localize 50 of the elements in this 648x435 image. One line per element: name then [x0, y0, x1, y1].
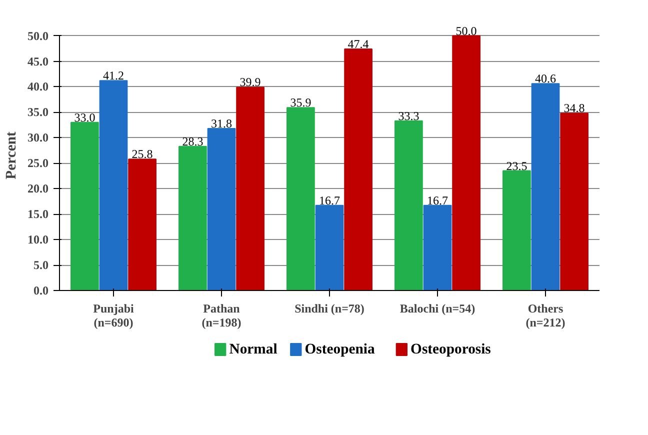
- data-label: 23.5: [506, 158, 528, 173]
- data-label: 41.2: [103, 68, 124, 83]
- y-tick-label: 25.0: [28, 156, 48, 170]
- x-tick-label: Punjabi (n=690): [93, 302, 135, 330]
- data-label: 39.9: [240, 75, 261, 90]
- data-label: 16.7: [319, 193, 340, 208]
- bar: [286, 107, 315, 290]
- bar: [236, 86, 264, 290]
- legend-label: Osteoporosis: [410, 342, 492, 358]
- data-label: 28.3: [182, 134, 204, 148]
- data-label: 31.8: [211, 116, 232, 130]
- bar: [99, 80, 128, 290]
- bar: [423, 204, 452, 290]
- y-tick-label: 10.0: [28, 232, 48, 247]
- bar: [315, 204, 344, 290]
- bar: [70, 122, 99, 290]
- x-tick-label: Sindhi (n=78): [294, 302, 364, 316]
- y-tick-label: 45.0: [28, 54, 48, 68]
- data-label: 47.4: [348, 37, 369, 52]
- y-tick-label: 0.0: [34, 284, 48, 298]
- data-label: 33.0: [74, 110, 96, 124]
- legend-label: Osteopenia: [304, 342, 376, 358]
- x-tick-label: Others (n=212): [526, 302, 566, 330]
- data-label: 25.8: [132, 147, 153, 162]
- y-axis-title: Percent: [4, 132, 20, 180]
- bar: [502, 170, 531, 290]
- legend-label: Normal: [229, 342, 278, 358]
- y-tick-label: 30.0: [28, 130, 48, 145]
- y-tick-label: 20.0: [28, 182, 48, 196]
- bar: [178, 146, 207, 290]
- data-label: 50.0: [456, 24, 477, 38]
- bar: [207, 128, 236, 290]
- x-tick-label: Pathan (n=198): [202, 302, 242, 330]
- y-tick-label: 50.0: [28, 28, 48, 43]
- y-tick-label: 35.0: [28, 105, 48, 120]
- bar: [452, 35, 480, 290]
- bar: [128, 158, 156, 290]
- bar: [560, 112, 588, 290]
- bar: [394, 120, 423, 290]
- y-tick-label: 40.0: [28, 80, 48, 94]
- data-label: 40.6: [535, 72, 556, 86]
- bar: [531, 83, 560, 290]
- data-label: 33.3: [398, 108, 420, 123]
- data-label: 34.8: [564, 101, 585, 116]
- data-label: 16.7: [427, 193, 448, 208]
- y-tick-label: 15.0: [28, 207, 48, 222]
- bar: [344, 48, 372, 290]
- y-tick-label: 5.0: [34, 258, 48, 272]
- x-tick-label: Balochi (n=54): [400, 302, 476, 316]
- data-label: 35.9: [290, 96, 312, 110]
